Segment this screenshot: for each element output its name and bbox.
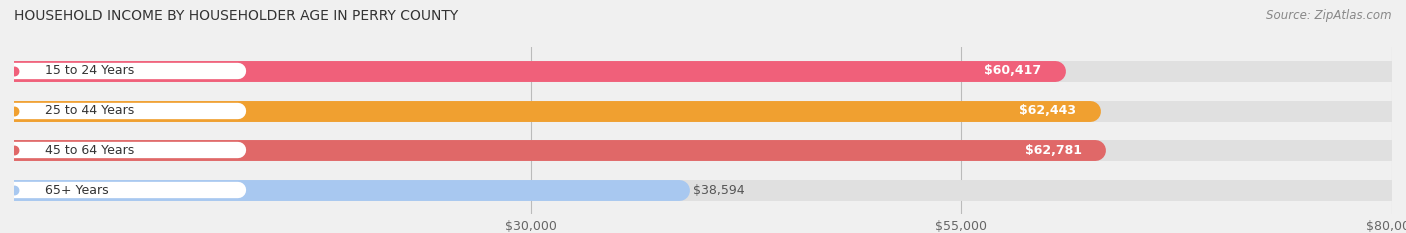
Text: $62,781: $62,781	[1025, 144, 1081, 157]
Text: 65+ Years: 65+ Years	[45, 184, 108, 197]
Text: 25 to 44 Years: 25 to 44 Years	[45, 104, 135, 117]
Text: HOUSEHOLD INCOME BY HOUSEHOLDER AGE IN PERRY COUNTY: HOUSEHOLD INCOME BY HOUSEHOLDER AGE IN P…	[14, 9, 458, 23]
Text: $62,443: $62,443	[1019, 104, 1076, 117]
Text: $38,594: $38,594	[693, 184, 744, 197]
Text: 45 to 64 Years: 45 to 64 Years	[45, 144, 135, 157]
Text: Source: ZipAtlas.com: Source: ZipAtlas.com	[1267, 9, 1392, 22]
Text: 15 to 24 Years: 15 to 24 Years	[45, 64, 135, 77]
Text: $60,417: $60,417	[984, 64, 1040, 77]
